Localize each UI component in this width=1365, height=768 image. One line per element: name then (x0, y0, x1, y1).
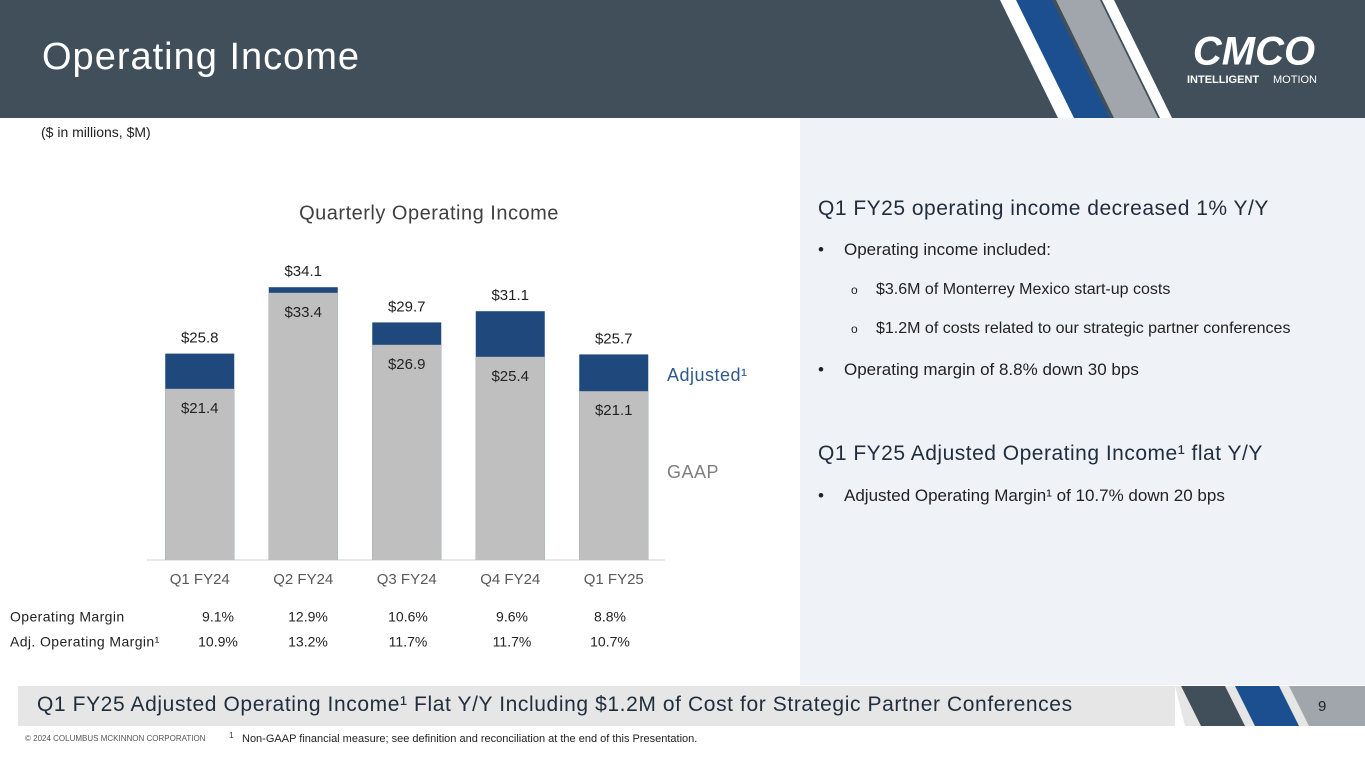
logo-area: CMCO INTELLIGENT MOTION (1000, 0, 1317, 118)
x-tick-label: Q1 FY24 (170, 571, 230, 588)
margin-row-label: Operating Margin (10, 609, 125, 625)
bullet: • (818, 360, 824, 379)
bar (579, 391, 649, 560)
bullet: • (818, 486, 824, 505)
bar (268, 292, 338, 560)
banner-box (18, 686, 1365, 726)
bullet-text: Operating margin of 8.8% down 30 bps (844, 360, 1139, 379)
bar (372, 344, 442, 560)
margin-value: 13.2% (288, 634, 328, 650)
bar (475, 356, 545, 560)
commentary-panel (800, 118, 1365, 685)
x-tick-label: Q2 FY24 (273, 571, 333, 588)
x-tick-label: Q1 FY25 (584, 571, 644, 588)
page-number: 9 (1318, 698, 1327, 715)
value-label: $31.1 (491, 287, 529, 304)
footnote-mark: 1 (229, 731, 234, 740)
value-label: $25.8 (181, 330, 219, 347)
margin-value: 11.7% (389, 634, 428, 650)
legend-label: Adjusted¹ (667, 365, 748, 385)
x-tick-label: Q3 FY24 (377, 571, 437, 588)
legend-label: GAAP (667, 462, 719, 482)
banner-stripes (1175, 686, 1365, 726)
chart: Quarterly Operating Income Q1 FY24 Q2 FY2… (10, 202, 748, 650)
sub-bullet: o (851, 283, 858, 297)
section-heading: Q1 FY25 Adjusted Operating Income¹ flat … (818, 442, 1263, 465)
chart-title: Quarterly Operating Income (299, 202, 559, 224)
margin-value: 9.6% (496, 609, 528, 625)
margin-value: 8.8% (594, 609, 626, 625)
footnote: Non-GAAP financial measure; see definiti… (242, 733, 698, 745)
margin-row-label: Adj. Operating Margin¹ (10, 634, 160, 650)
logo: CMCO (1193, 30, 1315, 74)
x-tick-label: Q4 FY24 (480, 571, 540, 588)
bullet-text: Operating income included: (844, 240, 1051, 259)
logo-tagline-bold: INTELLIGENT (1187, 74, 1259, 86)
value-label: $21.4 (181, 400, 219, 417)
value-label: $26.9 (388, 356, 426, 373)
value-label: $33.4 (284, 304, 322, 321)
margin-value: 10.7% (590, 634, 630, 650)
slide-title: Operating Income (42, 36, 361, 78)
bullet: • (818, 240, 824, 259)
banner-text: Q1 FY25 Adjusted Operating Income¹ Flat … (37, 693, 1073, 716)
units-note: ($ in millions, $M) (41, 124, 151, 140)
sub-bullet-text: $1.2M of costs related to our strategic … (876, 320, 1291, 337)
copyright: © 2024 COLUMBUS MCKINNON CORPORATION (25, 734, 206, 743)
bar (165, 388, 235, 560)
margin-value: 9.1% (202, 609, 234, 625)
sub-bullet-text: $3.6M of Monterrey Mexico start-up costs (876, 281, 1171, 298)
margin-value: 11.7% (493, 634, 532, 650)
margin-value: 10.6% (388, 609, 428, 625)
bullet-text: Adjusted Operating Margin¹ of 10.7% down… (844, 486, 1225, 505)
section-heading: Q1 FY25 operating income decreased 1% Y/… (818, 197, 1269, 220)
sub-bullet: o (851, 322, 858, 336)
margin-value: 10.9% (198, 634, 238, 650)
value-label: $29.7 (388, 298, 426, 315)
logo-tagline: MOTION (1273, 74, 1317, 86)
value-label: $25.7 (595, 330, 633, 347)
margin-value: 12.9% (288, 609, 328, 625)
value-label: $34.1 (284, 263, 322, 280)
value-label: $25.4 (491, 368, 529, 385)
value-label: $21.1 (595, 402, 633, 419)
